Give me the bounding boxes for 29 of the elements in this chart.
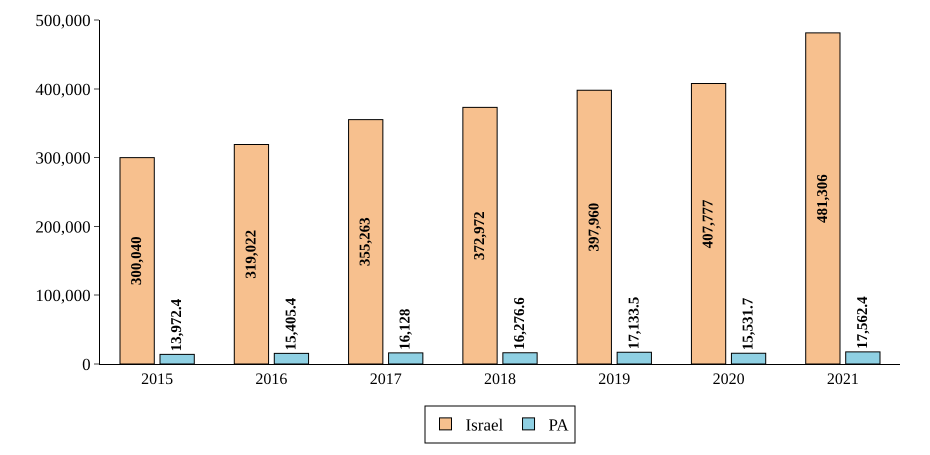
- y-tick-label: 100,000: [35, 286, 91, 306]
- data-label: 397,960: [586, 202, 602, 252]
- data-label: 16,276.6: [512, 296, 528, 350]
- x-tick-label: 2018: [484, 371, 516, 388]
- y-tick-label: 400,000: [35, 80, 91, 99]
- data-label: 372,972: [472, 211, 488, 260]
- y-tick-label: 200,000: [35, 217, 91, 236]
- y-tick-label: 0: [82, 354, 91, 374]
- y-tick-label: 500,000: [35, 10, 91, 30]
- data-label: 15,405.4: [283, 297, 300, 350]
- data-label: 15,531.7: [740, 297, 757, 350]
- x-tick-label: 2019: [598, 371, 630, 388]
- x-tick-label: 2016: [255, 371, 288, 388]
- data-label: 13,972.4: [169, 298, 186, 352]
- data-label: 319,022: [243, 230, 260, 279]
- data-label: 481,306: [814, 174, 831, 224]
- data-label: 407,777: [700, 199, 717, 248]
- x-tick-label: 2017: [370, 371, 402, 388]
- data-label: 355,263: [358, 217, 374, 266]
- legend-label: PA: [548, 415, 570, 434]
- data-label: 16,128: [398, 308, 414, 350]
- legend-label: Israel: [466, 415, 504, 434]
- x-tick-label: 2020: [712, 371, 745, 388]
- x-tick-label: 2015: [141, 371, 174, 388]
- data-label: 300,040: [129, 236, 146, 286]
- x-tick-label: 2021: [826, 371, 859, 388]
- data-label: 17,133.5: [626, 296, 642, 350]
- y-tick-label: 300,000: [35, 148, 91, 168]
- data-label: 17,562.4: [854, 296, 871, 349]
